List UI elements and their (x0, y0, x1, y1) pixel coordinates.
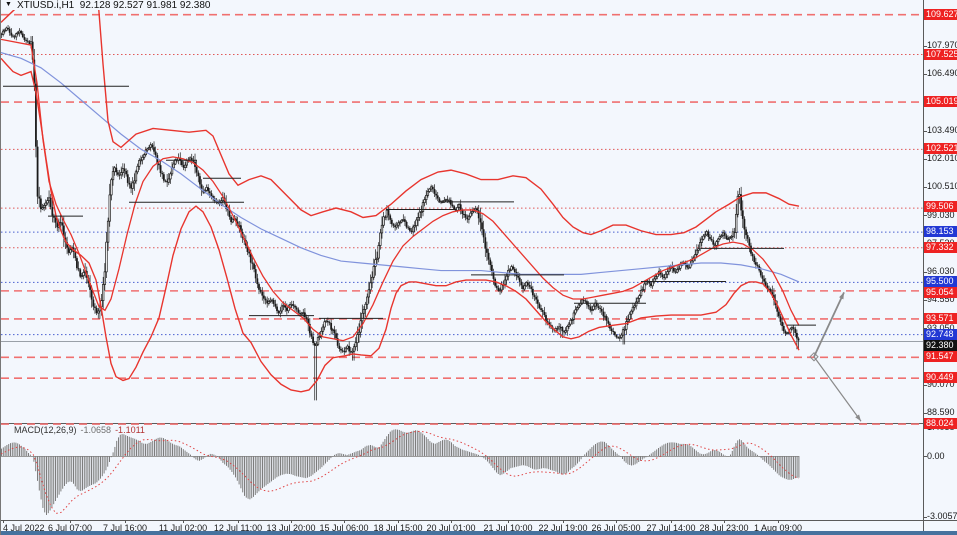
price-tick (924, 215, 927, 217)
macd-indicator-label: MACD(12,26,9) -1.0658 -1.1011 (14, 425, 145, 435)
price-badge-red: 90.449 (924, 372, 957, 384)
price-label: 107.970 (927, 40, 957, 51)
price-badge-red: 97.332 (924, 241, 957, 253)
price-badge-red: 91.547 (924, 351, 957, 363)
price-label: 99.030 (927, 209, 955, 220)
time-tick (451, 520, 452, 523)
time-tick (70, 520, 71, 523)
time-tick (183, 520, 184, 523)
time-tick (125, 520, 126, 523)
macd-scale-label: -3.0057 (927, 511, 957, 522)
price-label: 96.030 (927, 266, 955, 277)
time-tick (563, 520, 564, 523)
date-label: 12 Jul 11:00 (213, 523, 263, 533)
date-label: 22 Jul 19:00 (538, 523, 588, 533)
date-label: 20 Jul 01:00 (426, 523, 476, 533)
time-tick (344, 520, 345, 523)
time-tick (671, 520, 672, 523)
price-tick (924, 299, 927, 301)
price-badge-red: 88.024 (924, 418, 957, 430)
time-axis[interactable]: 4 Jul 2022 6 Jul 07:00 7 Jul 16:00 11 Jul 0… (1, 520, 923, 535)
chart-menu-triangle-icon[interactable]: ▼ (5, 1, 12, 8)
date-label: 18 Jul 15:00 (373, 523, 423, 533)
time-tick (724, 520, 725, 523)
time-tick (398, 520, 399, 523)
date-label: 21 Jul 10:00 (483, 523, 533, 533)
time-tick (616, 520, 617, 523)
price-badge-blue: 92.748 (924, 328, 957, 340)
symbol-ohlc-title: XTIUSD.i,H1 92.128 92.527 91.981 92.380 (17, 0, 211, 11)
price-label: 90.070 (927, 379, 955, 390)
date-label: 6 Jul 07:00 (47, 523, 93, 533)
macd-main-value: -1.0658 (80, 425, 112, 435)
price-axis[interactable]: 107.970 106.490 103.490 102.010 100.510 99.03… (924, 0, 957, 522)
price-tick (924, 186, 927, 188)
time-tick (778, 520, 779, 523)
date-label: 11 Jul 02:00 (158, 523, 208, 533)
macd-scale-tick (924, 516, 927, 518)
price-label: 106.490 (927, 68, 957, 79)
date-label: 26 Jul 05:00 (591, 523, 641, 533)
date-label: 4 Jul 2022 (3, 523, 45, 533)
macd-scale-tick (924, 456, 927, 457)
date-label: 13 Jul 20:00 (266, 523, 316, 533)
date-label: 7 Jul 16:00 (102, 523, 148, 533)
price-label: 94.550 (927, 294, 955, 305)
time-tick (3, 520, 4, 523)
price-tick (924, 158, 927, 160)
price-tick (924, 384, 927, 386)
macd-scale-label: 0.00 (927, 450, 945, 461)
chart-title-bar: ▼ XTIUSD.i,H1 92.128 92.527 91.981 92.38… (1, 0, 921, 12)
date-label: 1 Aug 09:00 (753, 523, 803, 533)
time-tick (508, 520, 509, 523)
window-bottom-edge (1, 531, 957, 535)
macd-signal-value: -1.1011 (115, 425, 145, 435)
price-tick (924, 412, 927, 414)
price-badge-red: 107.525 (924, 48, 957, 60)
price-tick (924, 45, 927, 47)
price-label: 100.510 (927, 181, 957, 192)
price-badge-blue: 95.500 (924, 276, 957, 288)
price-badge-red: 95.054 (924, 287, 957, 299)
price-badge-red: 99.506 (924, 200, 957, 212)
macd-name: MACD(12,26,9) (14, 425, 77, 435)
price-label: 88.590 (927, 407, 955, 418)
time-tick (238, 520, 239, 523)
price-badge-red: 109.627 (924, 8, 957, 20)
price-badge-blue: 98.153 (924, 226, 957, 238)
price-label: 103.490 (927, 125, 957, 136)
date-label: 28 Jul 23:00 (699, 523, 749, 533)
price-label: 102.010 (927, 153, 957, 164)
price-tick (924, 271, 927, 273)
price-label: 93.050 (927, 323, 955, 334)
price-badge-red: 93.571 (924, 312, 957, 324)
price-tick (924, 73, 927, 75)
price-badge-red: 102.521 (924, 143, 957, 155)
time-tick (291, 520, 292, 523)
price-tick (924, 130, 927, 132)
date-label: 27 Jul 14:00 (646, 523, 696, 533)
price-badge-red: 105.019 (924, 96, 957, 108)
date-label: 15 Jul 06:00 (319, 523, 369, 533)
price-badge-black: 92.380 (924, 339, 957, 351)
